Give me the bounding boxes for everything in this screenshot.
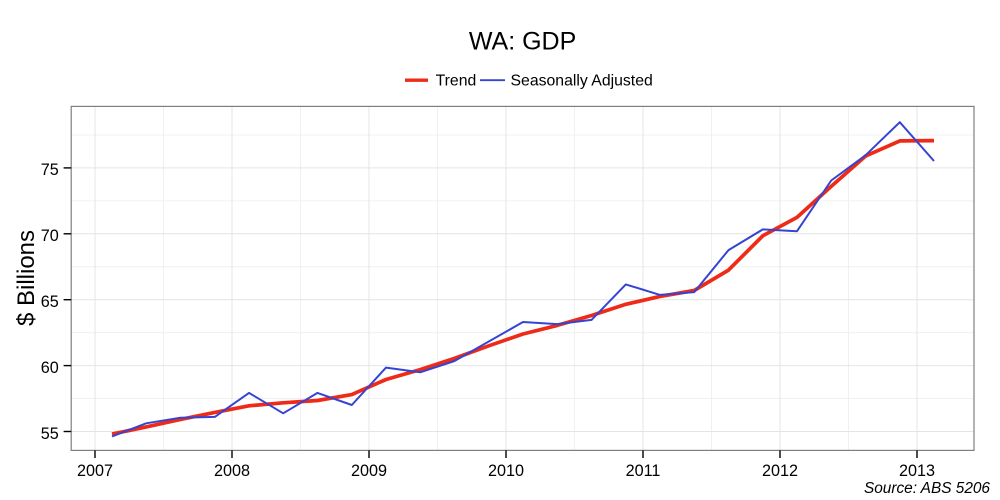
svg-text:70: 70 bbox=[41, 227, 59, 245]
svg-text:55: 55 bbox=[41, 425, 59, 443]
svg-text:2007: 2007 bbox=[77, 462, 113, 480]
svg-text:2008: 2008 bbox=[214, 462, 250, 480]
svg-text:Source: ABS 5206: Source: ABS 5206 bbox=[864, 480, 990, 497]
svg-text:WA: GDP: WA: GDP bbox=[469, 27, 576, 55]
svg-text:2010: 2010 bbox=[488, 462, 524, 480]
svg-text:2009: 2009 bbox=[351, 462, 387, 480]
svg-text:Trend: Trend bbox=[436, 73, 477, 90]
svg-text:2012: 2012 bbox=[762, 462, 798, 480]
svg-text:2011: 2011 bbox=[626, 462, 661, 480]
svg-text:2013: 2013 bbox=[899, 462, 935, 480]
svg-text:75: 75 bbox=[41, 161, 59, 179]
svg-text:Seasonally Adjusted: Seasonally Adjusted bbox=[511, 73, 653, 90]
svg-text:60: 60 bbox=[41, 359, 59, 377]
svg-text:65: 65 bbox=[41, 293, 59, 311]
svg-text:$ Billions: $ Billions bbox=[13, 230, 40, 326]
